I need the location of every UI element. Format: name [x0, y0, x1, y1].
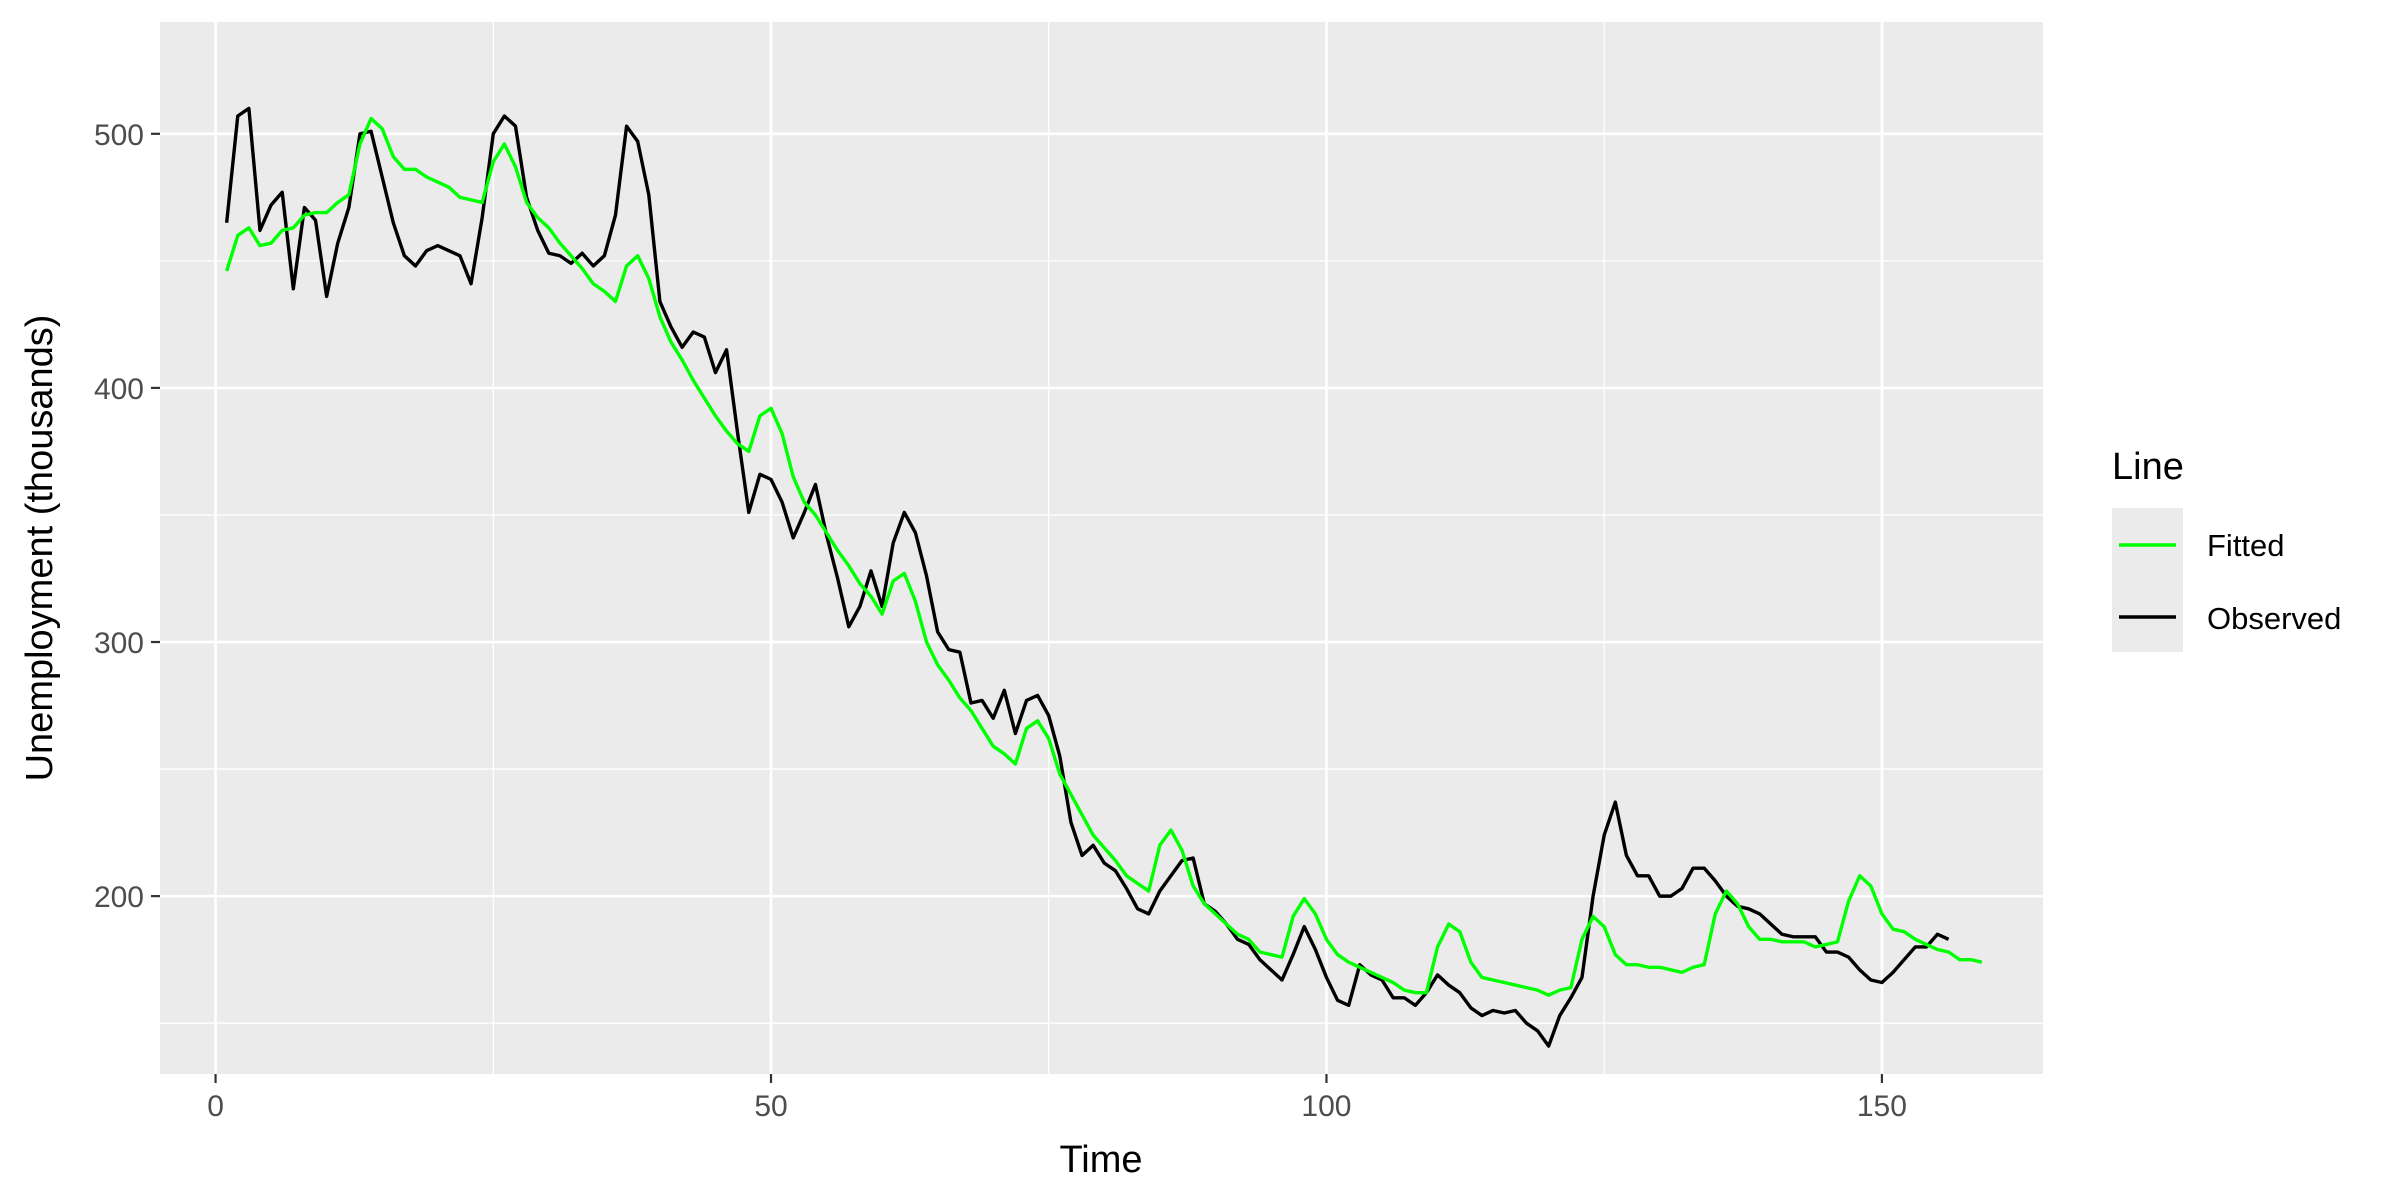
x-tick-label: 150 — [1857, 1090, 1907, 1123]
legend-title: Line — [2112, 446, 2184, 488]
series-line-fitted — [225, 116, 1983, 997]
x-axis-title: Time — [1059, 1139, 1142, 1181]
legend-label-fitted: Fitted — [2207, 528, 2285, 563]
y-tick-label: 400 — [94, 373, 144, 406]
x-tick-label: 50 — [754, 1090, 787, 1123]
y-axis: 200 300 400 500 — [94, 119, 160, 914]
y-tick-label: 300 — [94, 627, 144, 660]
x-axis: 0 50 100 150 — [207, 1074, 1907, 1123]
x-tick-label: 0 — [207, 1090, 224, 1123]
series-line-observed — [224, 106, 1950, 1048]
legend-label-observed: Observed — [2207, 601, 2341, 636]
legend: Line Fitted Observed — [2112, 446, 2341, 652]
y-axis-title: Unemployment (thousands) — [19, 315, 61, 782]
minor-gridlines — [160, 22, 2043, 1074]
y-tick-label: 200 — [94, 881, 144, 914]
y-tick-label: 500 — [94, 119, 144, 152]
series-lines — [224, 106, 1983, 1048]
x-tick-label: 100 — [1301, 1090, 1351, 1123]
